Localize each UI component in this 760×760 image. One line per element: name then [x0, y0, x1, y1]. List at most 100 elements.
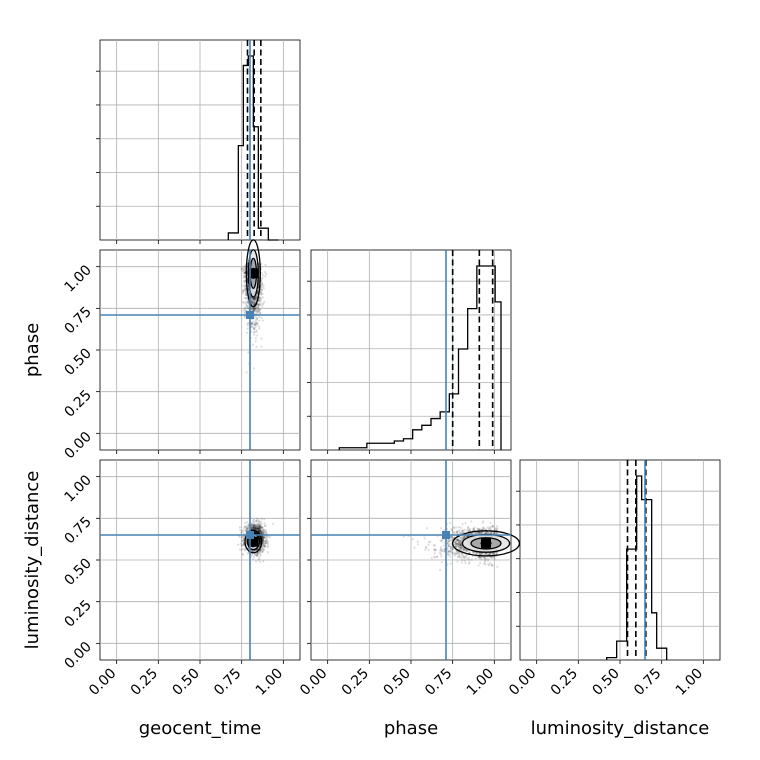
joint-geocent_time-vs-phase-point	[252, 301, 255, 305]
joint-geocent_time-vs-phase-point	[253, 300, 257, 303]
joint-phase-vs-luminosity_distance-point	[439, 527, 443, 530]
joint-geocent_time-vs-luminosity_distance-point	[259, 524, 262, 527]
joint-geocent_time-vs-phase-point	[252, 320, 255, 323]
joint-geocent_time-vs-luminosity_distance-point	[265, 537, 268, 541]
joint-phase-vs-luminosity_distance-point	[413, 546, 416, 549]
joint-geocent_time-vs-luminosity_distance-point	[262, 541, 265, 544]
joint-geocent_time-vs-luminosity_distance-point	[263, 524, 266, 527]
joint-geocent_time-vs-luminosity_distance-point	[262, 543, 265, 547]
joint-geocent_time-vs-luminosity_distance-point	[246, 527, 249, 530]
joint-geocent_time-vs-phase-point	[243, 289, 246, 292]
joint-geocent_time-vs-luminosity_distance-point	[252, 555, 255, 559]
joint-geocent_time-vs-phase-contour-0	[245, 239, 261, 308]
joint-geocent_time-vs-luminosity_distance-point	[250, 554, 253, 557]
joint-geocent_time-vs-luminosity_distance-point	[251, 526, 255, 529]
joint-geocent_time-vs-phase-point	[260, 283, 264, 286]
joint-geocent_time-vs-phase-point	[261, 303, 264, 306]
joint-geocent_time-vs-phase-point	[242, 276, 246, 279]
joint-geocent_time-vs-phase-point	[243, 312, 247, 315]
joint-geocent_time-vs-phase-point	[251, 322, 255, 325]
joint-geocent_time-vs-luminosity_distance-point	[257, 528, 260, 531]
joint-geocent_time-vs-luminosity_distance-point	[255, 523, 258, 526]
joint-geocent_time-vs-phase-point	[259, 291, 262, 294]
joint-phase-vs-luminosity_distance-point	[427, 548, 430, 552]
joint-geocent_time-vs-phase-point	[252, 309, 255, 312]
joint-geocent_time-vs-phase-point	[254, 298, 257, 302]
joint-geocent_time-vs-luminosity_distance-point	[238, 526, 242, 529]
joint-geocent_time-vs-luminosity_distance-point	[254, 524, 257, 528]
joint-geocent_time-vs-phase-point	[254, 340, 257, 343]
joint-geocent_time-vs-luminosity_distance-point	[252, 525, 256, 529]
joint-geocent_time-vs-phase-point	[260, 316, 263, 320]
joint-geocent_time-vs-phase-point	[256, 307, 259, 310]
joint-geocent_time-vs-phase-point	[251, 326, 254, 329]
joint-phase-vs-luminosity_distance-point	[449, 555, 452, 558]
joint-geocent_time-vs-luminosity_distance-point	[255, 527, 258, 531]
joint-geocent_time-vs-phase-point	[247, 322, 250, 325]
joint-geocent_time-vs-phase-point	[259, 300, 262, 303]
joint-geocent_time-vs-phase-point	[260, 272, 263, 275]
joint-geocent_time-vs-luminosity_distance-point	[259, 520, 263, 523]
joint-geocent_time-vs-phase-yticklabel-3: 0.75	[61, 304, 94, 337]
joint-geocent_time-vs-phase-point	[259, 286, 263, 289]
joint-phase-vs-luminosity_distance-point	[439, 546, 443, 549]
joint-geocent_time-vs-phase-point	[255, 318, 258, 321]
joint-geocent_time-vs-phase-point	[250, 306, 253, 309]
joint-geocent_time-vs-phase-point	[261, 296, 265, 299]
joint-geocent_time-vs-luminosity_distance-point	[256, 527, 260, 530]
joint-geocent_time-vs-luminosity_distance-point	[257, 518, 260, 521]
joint-geocent_time-vs-phase-point	[244, 288, 247, 292]
joint-geocent_time-vs-luminosity_distance-point	[256, 527, 260, 530]
joint-geocent_time-vs-phase-point	[252, 297, 256, 300]
joint-geocent_time-vs-phase-point	[261, 285, 264, 289]
joint-geocent_time-vs-luminosity_distance-point	[266, 551, 270, 554]
joint-geocent_time-vs-phase-point	[251, 343, 255, 346]
joint-geocent_time-vs-luminosity_distance-point	[255, 527, 258, 530]
joint-phase-vs-luminosity_distance-point	[476, 527, 479, 530]
joint-geocent_time-vs-phase-point	[255, 322, 258, 325]
joint-geocent_time-vs-phase-point	[243, 287, 246, 290]
joint-phase-vs-luminosity_distance-xticklabel-0: 0.00	[297, 666, 330, 699]
joint-phase-vs-luminosity_distance-point	[461, 523, 464, 526]
joint-phase-vs-luminosity_distance-point	[466, 525, 470, 528]
joint-geocent_time-vs-phase-point	[253, 298, 256, 301]
joint-geocent_time-vs-phase-point	[257, 299, 260, 303]
joint-geocent_time-vs-phase-point	[253, 367, 256, 370]
joint-geocent_time-vs-luminosity_distance-point	[251, 526, 254, 529]
joint-geocent_time-vs-luminosity_distance-point	[255, 554, 259, 557]
joint-geocent_time-vs-luminosity_distance-point	[257, 525, 260, 528]
joint-geocent_time-vs-luminosity_distance-point	[257, 527, 260, 530]
joint-geocent_time-vs-phase-point	[254, 310, 257, 313]
joint-geocent_time-vs-luminosity_distance-point	[258, 550, 261, 553]
joint-geocent_time-vs-luminosity_distance-point	[261, 535, 264, 538]
joint-geocent_time-vs-phase-point	[258, 327, 261, 330]
joint-geocent_time-vs-phase-point	[243, 265, 246, 268]
joint-geocent_time-vs-luminosity_distance-point	[238, 548, 241, 551]
joint-geocent_time-vs-luminosity_distance-point	[251, 523, 254, 527]
joint-geocent_time-vs-phase-point	[251, 301, 254, 304]
joint-geocent_time-vs-phase-point	[243, 308, 246, 311]
joint-geocent_time-vs-luminosity_distance-point	[267, 535, 270, 538]
joint-geocent_time-vs-phase-point	[253, 326, 256, 329]
joint-geocent_time-vs-phase-point	[253, 298, 256, 301]
joint-geocent_time-vs-phase-point	[244, 291, 248, 294]
joint-phase-vs-luminosity_distance-point	[465, 529, 468, 532]
joint-geocent_time-vs-luminosity_distance-point	[259, 525, 262, 528]
joint-geocent_time-vs-phase-point	[256, 322, 259, 325]
joint-geocent_time-vs-phase-point	[256, 292, 259, 295]
joint-geocent_time-vs-luminosity_distance-point	[263, 529, 266, 532]
joint-geocent_time-vs-phase-point	[247, 351, 250, 354]
joint-phase-vs-luminosity_distance-point	[433, 556, 437, 559]
joint-geocent_time-vs-phase-point	[254, 337, 257, 340]
joint-geocent_time-vs-phase-point	[243, 307, 246, 310]
joint-geocent_time-vs-phase-point	[253, 301, 257, 304]
joint-geocent_time-vs-phase-point	[246, 300, 249, 303]
joint-geocent_time-vs-phase-point	[260, 278, 263, 281]
joint-geocent_time-vs-luminosity_distance-point	[261, 537, 265, 541]
joint-phase-vs-luminosity_distance-point	[439, 553, 443, 556]
joint-geocent_time-vs-luminosity_distance-point	[263, 529, 267, 532]
joint-geocent_time-vs-luminosity_distance-point	[262, 528, 265, 531]
joint-phase-vs-luminosity_distance-point	[466, 557, 469, 561]
joint-geocent_time-vs-phase-point	[250, 300, 253, 304]
joint-geocent_time-vs-phase-point	[254, 322, 257, 325]
